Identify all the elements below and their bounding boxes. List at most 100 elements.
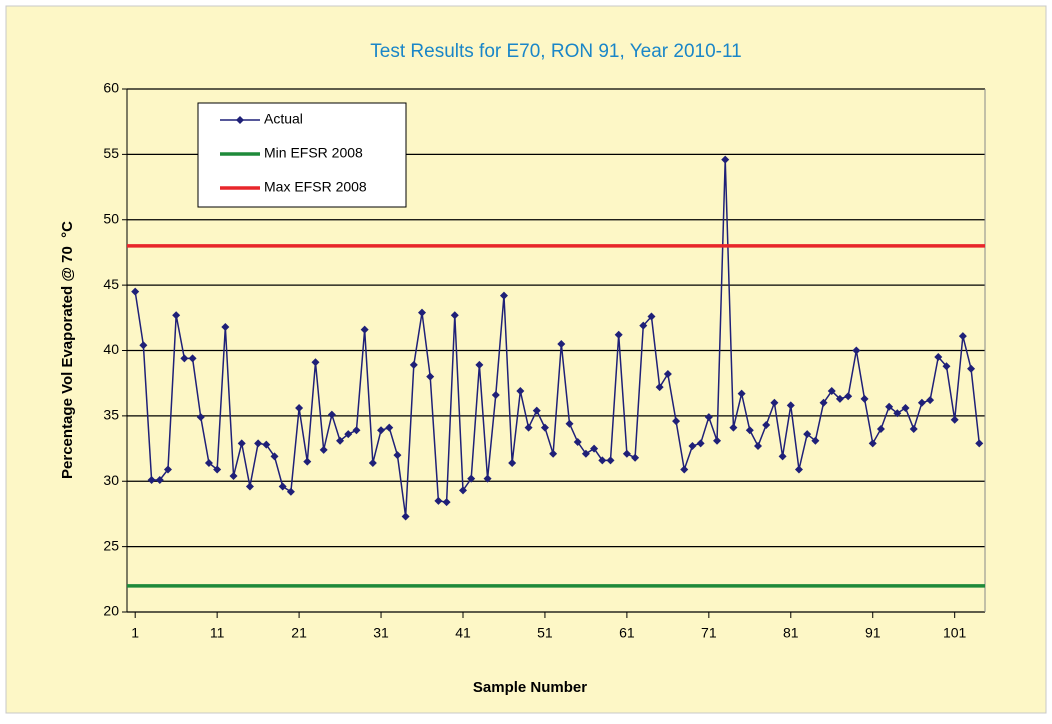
data-point	[499, 291, 508, 300]
data-point	[155, 475, 164, 484]
data-point	[516, 387, 525, 396]
data-point	[754, 441, 763, 450]
data-point	[835, 394, 844, 403]
x-tick-label: 31	[373, 625, 389, 641]
data-point	[885, 402, 894, 411]
x-tick-label: 21	[291, 625, 307, 641]
data-point	[967, 364, 976, 373]
data-point	[188, 354, 197, 363]
data-point	[844, 392, 853, 401]
data-point	[745, 426, 754, 435]
data-point	[811, 436, 820, 445]
data-point	[950, 415, 959, 424]
data-point	[196, 413, 205, 422]
data-point	[581, 449, 590, 458]
y-tick-label: 45	[103, 276, 119, 292]
data-point	[704, 413, 713, 422]
data-point	[270, 452, 279, 461]
data-point	[663, 370, 672, 379]
data-point	[229, 472, 238, 481]
data-point	[213, 465, 222, 474]
data-point	[901, 404, 910, 413]
data-point	[418, 308, 427, 317]
data-point	[549, 449, 558, 458]
data-point	[909, 424, 918, 433]
data-point	[147, 475, 156, 484]
y-tick-label: 40	[103, 341, 119, 357]
data-point	[204, 458, 213, 467]
data-point	[934, 353, 943, 362]
y-tick-label: 30	[103, 472, 119, 488]
x-tick-label: 11	[210, 625, 225, 641]
data-point	[467, 474, 476, 483]
data-point	[696, 439, 705, 448]
data-point	[172, 311, 181, 320]
data-point	[401, 512, 410, 521]
data-point	[327, 410, 336, 419]
data-point	[409, 360, 418, 369]
legend-marker	[236, 116, 244, 124]
data-point	[311, 358, 320, 367]
x-tick-label: 101	[943, 625, 967, 641]
data-point	[631, 453, 640, 462]
y-tick-label: 20	[103, 603, 119, 619]
data-point	[786, 401, 795, 410]
data-point	[876, 424, 885, 433]
x-tick-label: 61	[619, 625, 635, 641]
data-point	[680, 465, 689, 474]
data-point	[827, 387, 836, 396]
data-point	[303, 457, 312, 466]
data-point	[393, 451, 402, 460]
x-tick-label: 81	[783, 625, 799, 641]
data-point	[336, 436, 345, 445]
data-point	[254, 439, 263, 448]
data-point	[540, 423, 549, 432]
data-point	[729, 423, 738, 432]
data-point	[639, 321, 648, 330]
x-tick-label: 1	[131, 625, 139, 641]
x-tick-label: 41	[455, 625, 471, 641]
data-point	[713, 436, 722, 445]
y-tick-label: 55	[103, 145, 119, 161]
data-point	[721, 155, 730, 164]
data-point	[647, 312, 656, 321]
data-point	[794, 465, 803, 474]
data-point	[458, 486, 467, 495]
data-point	[565, 419, 574, 428]
data-point	[163, 465, 172, 474]
data-point	[926, 396, 935, 405]
legend-label: Max EFSR 2008	[264, 179, 367, 195]
data-point	[483, 474, 492, 483]
data-point	[426, 372, 435, 381]
data-point	[688, 441, 697, 450]
data-point	[655, 383, 664, 392]
data-point	[180, 354, 189, 363]
y-axis-label: Percentage Vol Evaporated @ 70 °C	[59, 221, 76, 479]
data-point	[614, 330, 623, 339]
x-tick-label: 51	[537, 625, 553, 641]
data-point	[868, 439, 877, 448]
data-point	[893, 409, 902, 418]
y-tick-label: 60	[103, 80, 119, 96]
data-point	[434, 496, 443, 505]
data-point	[319, 445, 328, 454]
data-point	[852, 346, 861, 355]
data-point	[385, 423, 394, 432]
data-point	[278, 482, 287, 491]
chart-bg	[5, 5, 1047, 714]
data-point	[975, 439, 984, 448]
legend-label: Actual	[264, 111, 303, 127]
data-point	[508, 458, 517, 467]
data-point	[524, 423, 533, 432]
data-point	[475, 360, 484, 369]
data-point	[221, 322, 230, 331]
x-tick-label: 91	[865, 625, 881, 641]
data-point	[368, 458, 377, 467]
data-point	[737, 389, 746, 398]
data-point	[958, 332, 967, 341]
data-point	[491, 390, 500, 399]
data-point	[573, 438, 582, 447]
x-axis-label: Sample Number	[473, 679, 587, 696]
y-tick-label: 50	[103, 210, 119, 226]
